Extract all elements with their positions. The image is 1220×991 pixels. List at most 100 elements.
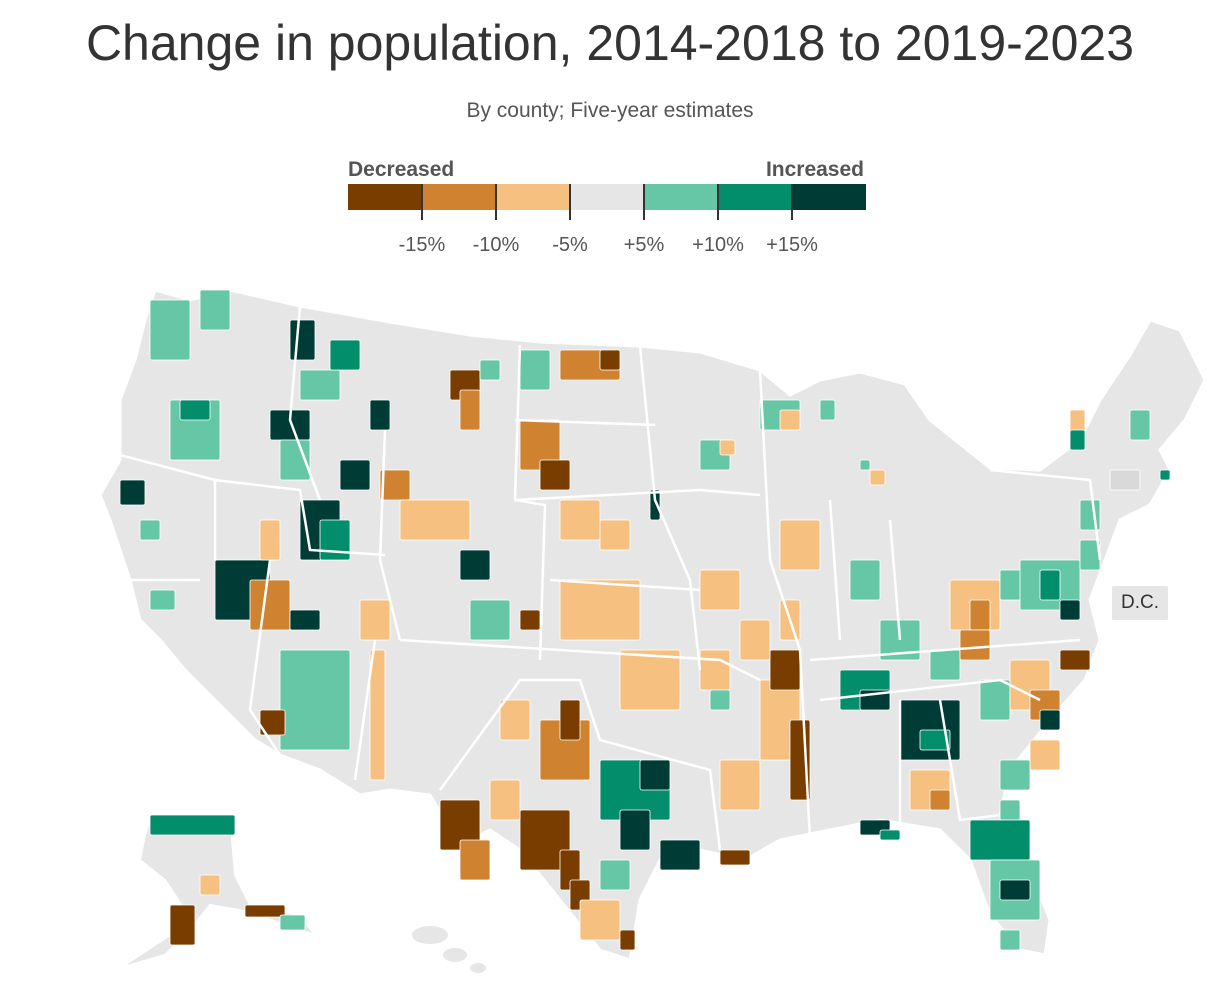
county-shading: [639, 759, 671, 791]
legend-swatch-3: [570, 184, 644, 210]
county-shading: [279, 914, 306, 931]
state-border-line: [819, 678, 1041, 702]
legend-tick-label: +15%: [766, 234, 818, 256]
state-border-line: [513, 344, 547, 661]
county-shading: [519, 809, 571, 871]
legend-swatch-0: [348, 184, 422, 210]
county-shading: [979, 679, 1011, 721]
county-shading: [1079, 499, 1101, 531]
map-subtitle: By county; Five‑year estimates: [466, 99, 754, 122]
state-border-line: [514, 418, 656, 427]
legend-swatch-6: [792, 184, 866, 210]
legend-tick-label: +10%: [692, 234, 744, 256]
county-shading: [259, 519, 281, 561]
map-title: Change in population, 2014‑2018 to 2019‑…: [85, 15, 1135, 71]
legend-swatch-5: [718, 184, 792, 210]
hawaii-island-shape: [470, 963, 486, 973]
county-shading: [139, 519, 161, 541]
county-shading: [999, 799, 1021, 821]
legend-tick-mark: [791, 184, 793, 220]
county-shading: [469, 599, 511, 641]
county-shading: [279, 649, 351, 751]
state-border-line: [938, 699, 1001, 822]
county-shading: [249, 579, 291, 631]
county-shading: [479, 359, 501, 381]
state-borders: [119, 305, 1102, 851]
hawaii-island-shape: [443, 948, 467, 962]
counties-layer: [119, 289, 1171, 951]
map-svg: [98, 288, 1207, 973]
county-shading: [1109, 469, 1141, 491]
county-shading: [599, 519, 631, 551]
county-shading: [519, 349, 551, 391]
county-shading: [659, 839, 701, 871]
county-shading: [779, 519, 821, 571]
state-border-line: [514, 488, 761, 502]
county-shading: [559, 579, 641, 641]
county-shading: [1069, 429, 1086, 451]
legend-swatch-4: [644, 184, 718, 210]
county-shading: [369, 399, 391, 431]
county-shading: [519, 609, 541, 631]
state-border-line: [828, 499, 842, 641]
county-shading: [169, 904, 196, 946]
county-shading: [539, 459, 571, 491]
color-legend: Decreased Increased -15% -10% -5% +5% +10% +1…: [348, 156, 868, 256]
legend-tick-mark: [421, 184, 423, 220]
county-shading: [459, 389, 481, 431]
county-shading: [259, 709, 286, 736]
county-shading: [579, 899, 621, 941]
county-shading: [379, 469, 411, 501]
county-shading: [1029, 739, 1061, 771]
legend-decreased-label: Decreased: [348, 158, 455, 181]
county-shading: [879, 829, 901, 841]
county-shading: [244, 904, 286, 918]
county-shading: [599, 859, 631, 891]
hawaii-island-shape: [412, 926, 448, 944]
state-border-line: [288, 305, 322, 501]
county-shading: [999, 759, 1031, 791]
county-shading: [1059, 649, 1091, 671]
county-shading: [199, 289, 231, 331]
county-shading: [319, 519, 351, 561]
county-shading: [999, 929, 1021, 951]
county-shading: [559, 499, 601, 541]
county-shading: [149, 814, 236, 836]
state-border-line: [248, 559, 282, 756]
county-shading: [1159, 469, 1171, 481]
legend-tick-label: -5%: [552, 234, 588, 256]
state-border-line: [378, 429, 402, 641]
county-shading: [999, 879, 1031, 901]
state-border-line: [809, 638, 1081, 662]
county-shading: [719, 849, 751, 866]
county-shading: [929, 789, 951, 811]
county-shading: [849, 559, 881, 601]
county-shading: [779, 409, 801, 431]
county-shading: [699, 649, 731, 691]
legend-tick-mark: [643, 184, 645, 220]
county-shading: [199, 874, 221, 896]
legend-swatch-2: [496, 184, 570, 210]
legend-tick-mark: [569, 184, 571, 220]
county-shading: [969, 599, 991, 631]
state-border-line: [638, 345, 702, 671]
county-shading: [619, 929, 636, 951]
legend-swatch-1: [422, 184, 496, 210]
legend-tick-label: -10%: [472, 234, 520, 256]
state-border-line: [758, 369, 812, 841]
county-shading: [1059, 599, 1081, 621]
county-shading: [1129, 409, 1151, 441]
county-shading: [719, 439, 736, 456]
county-shading: [119, 479, 146, 506]
county-shading: [969, 819, 1031, 861]
county-shading: [859, 459, 871, 471]
state-border-line: [214, 478, 386, 557]
county-shading: [1039, 709, 1061, 731]
county-shading: [369, 649, 386, 781]
county-shading: [149, 299, 191, 361]
county-shading: [699, 569, 741, 611]
county-shading: [869, 469, 886, 486]
county-shading: [959, 629, 991, 661]
county-shading: [499, 699, 531, 741]
county-shading: [459, 839, 491, 881]
